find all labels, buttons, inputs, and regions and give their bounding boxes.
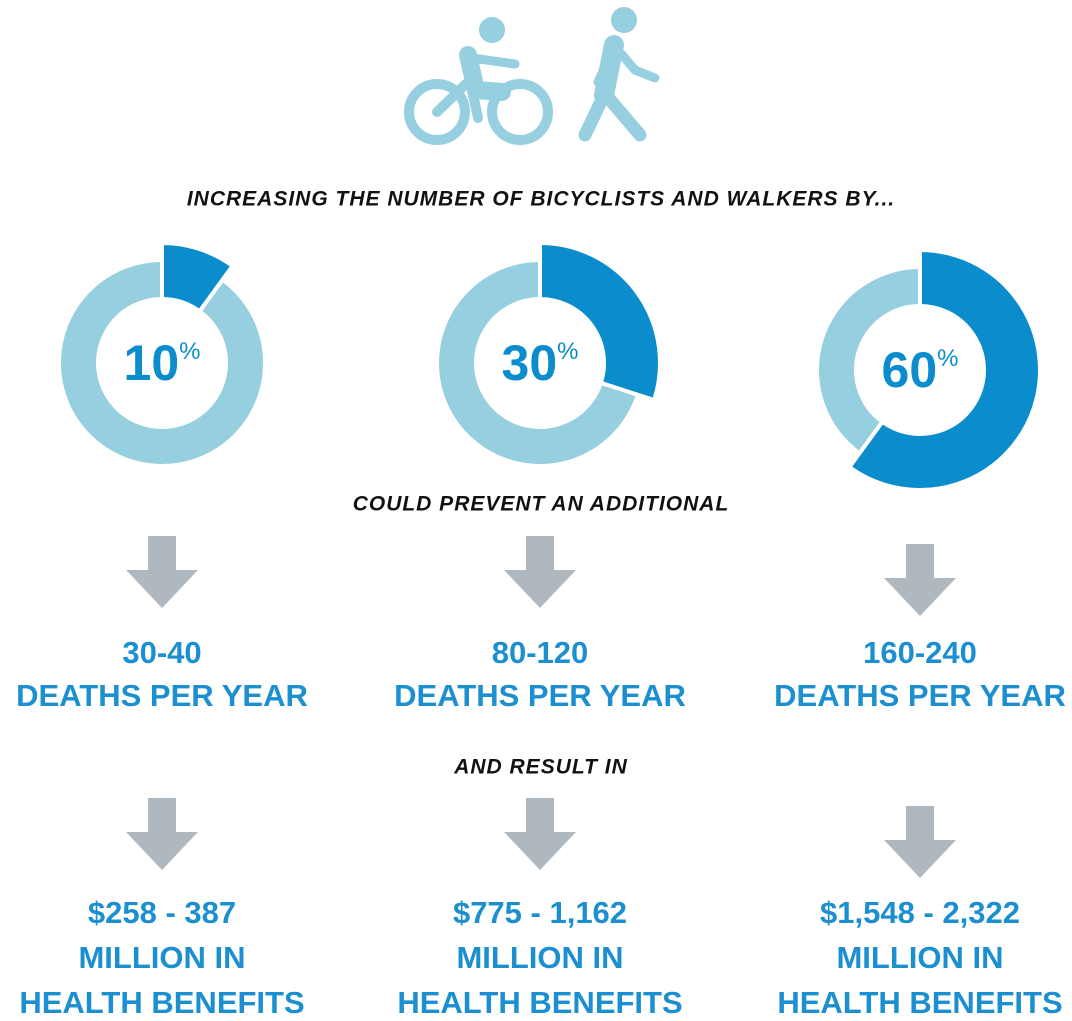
intro-heading: INCREASING THE NUMBER OF BICYCLISTS AND … xyxy=(187,188,895,211)
percent-unit: % xyxy=(179,338,200,365)
walker-icon xyxy=(578,7,660,142)
benefit-range: $258 - 387 xyxy=(88,895,236,930)
middle-heading: COULD PREVENT AN ADDITIONAL xyxy=(353,493,730,516)
percent-unit: % xyxy=(937,345,958,372)
deaths-range: 30-40 xyxy=(122,635,201,670)
arrow xyxy=(504,798,576,870)
benefit-line: MILLION IN xyxy=(78,940,245,975)
bike-icon xyxy=(404,17,553,145)
percent-value: 10 xyxy=(124,335,180,391)
percent-label: 10% xyxy=(124,335,201,391)
arrow xyxy=(884,806,956,878)
percent-unit: % xyxy=(557,338,578,365)
deaths-label: DEATHS PER YEAR xyxy=(394,678,686,713)
arrow xyxy=(884,544,956,616)
donut-share xyxy=(538,240,662,403)
arrow xyxy=(126,536,198,608)
benefit-range: $1,548 - 2,322 xyxy=(820,895,1020,930)
final-heading: AND RESULT IN xyxy=(453,756,628,779)
donut-rest xyxy=(435,257,641,468)
percent-value: 60 xyxy=(882,342,938,398)
benefit-line: HEALTH BENEFITS xyxy=(19,985,304,1020)
donut-share xyxy=(160,240,236,315)
benefit-line: HEALTH BENEFITS xyxy=(397,985,682,1020)
donut-rest xyxy=(57,257,267,468)
deaths-range: 160-240 xyxy=(863,635,977,670)
deaths-range: 80-120 xyxy=(492,635,589,670)
percent-label: 30% xyxy=(502,335,579,391)
arrow xyxy=(504,536,576,608)
arrow xyxy=(126,798,198,870)
deaths-label: DEATHS PER YEAR xyxy=(16,678,308,713)
benefit-line: MILLION IN xyxy=(456,940,623,975)
donut-rest xyxy=(815,264,922,457)
deaths-label: DEATHS PER YEAR xyxy=(774,678,1066,713)
benefit-range: $775 - 1,162 xyxy=(453,895,627,930)
benefit-line: MILLION IN xyxy=(836,940,1003,975)
percent-value: 30 xyxy=(502,335,558,391)
benefit-line: HEALTH BENEFITS xyxy=(777,985,1062,1020)
donut-share xyxy=(846,247,1042,492)
percent-label: 60% xyxy=(882,342,959,398)
